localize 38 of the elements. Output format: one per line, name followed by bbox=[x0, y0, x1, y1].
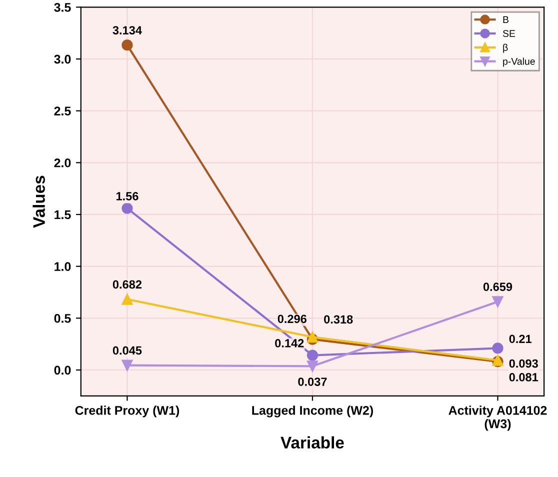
data-label: 0.682 bbox=[112, 280, 142, 289]
data-label: 0.142 bbox=[275, 339, 304, 348]
legend-label: β bbox=[503, 44, 508, 53]
data-label: 3.134 bbox=[112, 26, 142, 34]
x-tick-label: Lagged Income (W2) bbox=[252, 406, 373, 418]
point bbox=[122, 40, 133, 51]
data-label: 0.296 bbox=[278, 314, 306, 324]
y-tick-label: 1.5 bbox=[54, 210, 71, 220]
point bbox=[122, 360, 133, 371]
y-tick-label: 0.0 bbox=[54, 366, 71, 375]
y-tick-label: 3.0 bbox=[54, 54, 71, 64]
point bbox=[306, 350, 318, 361]
data-label: 0.037 bbox=[298, 378, 327, 386]
point bbox=[492, 296, 504, 308]
y-tick-label: 0.5 bbox=[54, 314, 71, 323]
x-tick-label: Activity A014102 (W3) bbox=[448, 406, 547, 431]
y-axis-title: Values bbox=[32, 176, 45, 228]
data-label: 0.093 bbox=[509, 359, 538, 368]
x-tick-label: Credit Proxy (W1) bbox=[75, 406, 180, 418]
data-label: 0.21 bbox=[509, 334, 532, 344]
data-label: 0.081 bbox=[509, 373, 538, 382]
data-label: 1.56 bbox=[116, 192, 138, 200]
data-label: 0.318 bbox=[324, 315, 353, 324]
legend-label: B bbox=[503, 16, 508, 23]
legend-label: SE bbox=[502, 30, 516, 37]
y-tick-label: 3.5 bbox=[54, 2, 71, 12]
y-tick-label: 2.5 bbox=[54, 106, 71, 116]
point bbox=[492, 342, 504, 354]
y-tick-label: 2.0 bbox=[54, 158, 71, 168]
y-tick-label: 1.0 bbox=[54, 262, 71, 271]
data-label: 0.045 bbox=[112, 346, 142, 355]
legend-label: p-Value bbox=[503, 58, 535, 67]
point bbox=[306, 331, 318, 343]
point bbox=[122, 294, 133, 305]
point bbox=[122, 202, 133, 214]
point bbox=[306, 360, 318, 372]
x-axis-title: Variable bbox=[280, 436, 344, 449]
data-label: 0.659 bbox=[483, 282, 512, 292]
